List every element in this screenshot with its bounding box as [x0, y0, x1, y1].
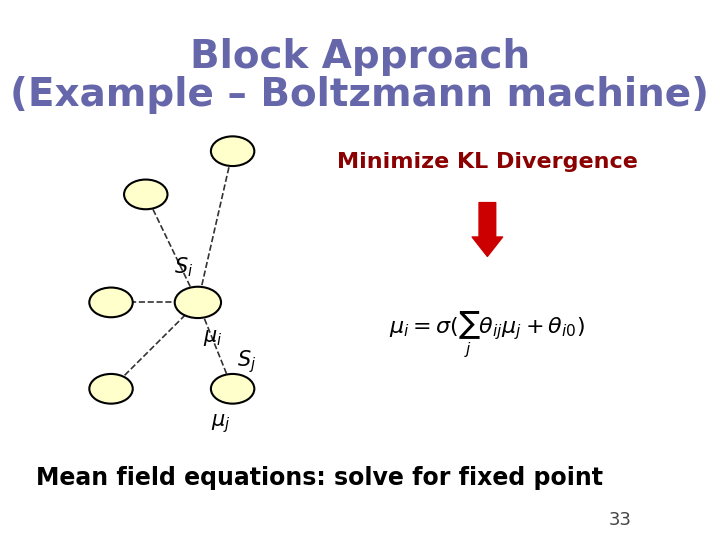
Ellipse shape [211, 374, 254, 403]
Text: $\mu_j$: $\mu_j$ [211, 413, 231, 435]
Text: Mean field equations: solve for fixed point: Mean field equations: solve for fixed po… [36, 466, 603, 490]
Ellipse shape [124, 179, 168, 209]
Text: $\mu_i = \sigma(\sum_j \theta_{ij}\mu_j + \theta_{i0})$: $\mu_i = \sigma(\sum_j \theta_{ij}\mu_j … [390, 309, 585, 360]
Ellipse shape [211, 136, 254, 166]
Ellipse shape [89, 287, 132, 317]
Text: Minimize KL Divergence: Minimize KL Divergence [337, 152, 638, 172]
Text: Block Approach: Block Approach [190, 38, 530, 76]
Text: $S_i$: $S_i$ [174, 255, 193, 279]
Ellipse shape [89, 374, 132, 403]
Text: $\mu_i$: $\mu_i$ [202, 327, 222, 348]
Text: 33: 33 [609, 511, 632, 529]
Text: (Example – Boltzmann machine): (Example – Boltzmann machine) [11, 76, 709, 113]
FancyArrowPatch shape [472, 202, 503, 256]
Ellipse shape [175, 287, 221, 318]
Text: $S_j$: $S_j$ [238, 348, 257, 375]
